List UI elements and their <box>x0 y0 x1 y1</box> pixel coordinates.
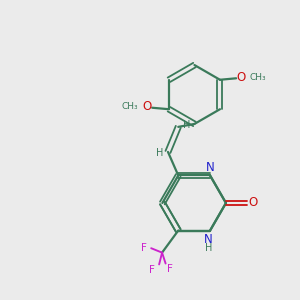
Text: F: F <box>149 265 155 275</box>
Text: O: O <box>142 100 152 113</box>
Text: H: H <box>183 120 190 130</box>
Text: H: H <box>156 148 164 158</box>
Text: O: O <box>237 71 246 84</box>
Text: F: F <box>167 264 173 274</box>
Text: N: N <box>206 161 214 174</box>
Text: F: F <box>142 243 147 253</box>
Text: CH₃: CH₃ <box>249 73 266 82</box>
Text: N: N <box>204 233 213 246</box>
Text: O: O <box>248 196 258 209</box>
Text: H: H <box>205 243 212 253</box>
Text: CH₃: CH₃ <box>121 102 138 111</box>
